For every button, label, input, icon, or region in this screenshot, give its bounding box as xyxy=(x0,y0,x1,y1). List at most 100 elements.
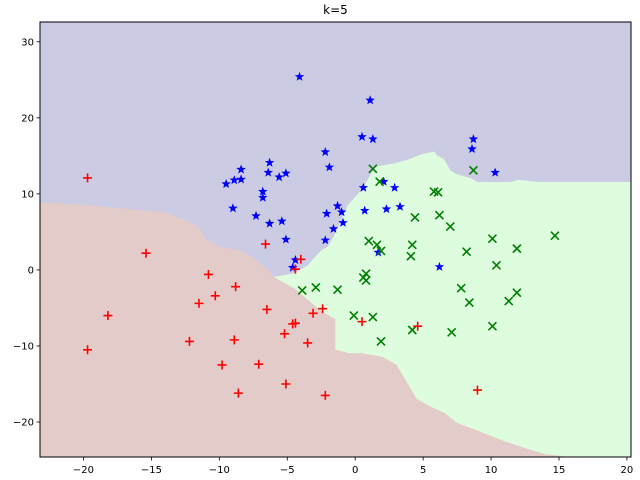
blue-star-point xyxy=(490,167,500,177)
x-tick-label: 0 xyxy=(352,465,358,476)
blue-star-point xyxy=(277,216,287,226)
green-x-point xyxy=(487,321,497,331)
green-x-point xyxy=(462,247,472,257)
x-tick-label: −10 xyxy=(209,465,230,476)
blue-star-point xyxy=(221,179,231,188)
red-plus-point xyxy=(203,269,213,279)
green-x-point xyxy=(368,312,378,322)
green-x-point xyxy=(368,164,378,174)
blue-star-point xyxy=(251,210,261,220)
y-axis: −20 −10 0 10 20 30 xyxy=(13,37,40,429)
x-tick-label: −15 xyxy=(141,465,162,476)
y-tick-label: 20 xyxy=(21,113,34,124)
red-plus-point xyxy=(233,388,243,398)
blue-star-point xyxy=(338,217,348,227)
blue-star-point xyxy=(320,235,331,245)
y-tick-label: 0 xyxy=(28,265,34,276)
x-axis: −20 −15 −10 −5 0 5 10 15 20 xyxy=(73,457,633,476)
red-plus-point xyxy=(141,248,151,258)
green-x-point xyxy=(456,283,466,293)
red-plus-point xyxy=(296,254,306,264)
green-x-point xyxy=(372,240,382,250)
red-plus-point xyxy=(210,291,220,301)
blue-star-point xyxy=(236,164,246,174)
green-x-point xyxy=(364,236,374,246)
blue-star-point xyxy=(264,218,275,228)
blue-star-point xyxy=(320,147,331,157)
red-plus-point xyxy=(357,317,367,327)
red-plus-point xyxy=(281,379,291,389)
green-x-point xyxy=(512,244,522,254)
red-plus-point xyxy=(83,345,93,355)
red-plus-point xyxy=(303,338,313,348)
green-x-point xyxy=(512,288,522,298)
green-x-point xyxy=(406,251,416,261)
x-tick-label: 10 xyxy=(485,465,498,476)
chart-title: k=5 xyxy=(323,3,348,17)
red-plus-point xyxy=(231,282,241,292)
green-x-point xyxy=(358,272,368,283)
red-plus-point xyxy=(184,336,194,346)
x-tick-label: −5 xyxy=(280,465,295,476)
green-x-point xyxy=(376,246,386,256)
green-x-point xyxy=(487,234,497,244)
red-plus-point xyxy=(320,390,330,400)
blue-star-point xyxy=(395,201,405,211)
green-x-point xyxy=(468,165,478,175)
green-x-point xyxy=(410,212,420,223)
blue-star-point xyxy=(287,262,298,272)
blue-star-point xyxy=(336,207,347,217)
red-plus-point xyxy=(413,321,423,331)
green-x-point xyxy=(491,260,502,270)
red-plus-point xyxy=(290,264,300,274)
plot-area xyxy=(39,21,632,458)
blue-star-point xyxy=(236,174,246,184)
red-plus-point xyxy=(290,318,300,328)
y-tick-label: 10 xyxy=(21,189,34,200)
blue-star-point xyxy=(434,261,445,271)
green-x-point xyxy=(376,336,386,346)
green-x-point xyxy=(407,240,417,250)
blue-star-point xyxy=(360,205,370,215)
x-tick-label: 15 xyxy=(553,465,566,476)
green-x-point xyxy=(349,310,359,321)
plot-frame xyxy=(39,21,632,458)
decision-regions xyxy=(40,22,631,457)
red-plus-point xyxy=(318,304,328,314)
red-plus-point xyxy=(103,311,113,321)
blue-star-point xyxy=(228,203,238,213)
blue-star-point xyxy=(379,176,389,186)
red-plus-point xyxy=(472,385,482,395)
blue-star-point xyxy=(274,172,284,182)
red-plus-point xyxy=(308,308,318,318)
blue-star-point xyxy=(324,162,335,172)
green-x-point xyxy=(434,210,444,220)
blue-star-point xyxy=(389,182,400,192)
green-x-point xyxy=(504,296,514,306)
blue-star-point xyxy=(229,175,239,185)
green-x-point xyxy=(332,285,343,295)
x-tick-label: 20 xyxy=(621,465,634,476)
green-x-point xyxy=(375,177,385,187)
blue-star-point xyxy=(358,182,369,192)
red-plus-point xyxy=(262,304,272,314)
blue-star-point xyxy=(294,71,305,81)
blue-star-point xyxy=(373,247,384,257)
blue-star-point xyxy=(328,223,339,233)
blue-star-point xyxy=(264,157,275,167)
y-tick-label: −10 xyxy=(13,341,34,352)
blue-star-point xyxy=(290,255,301,265)
y-tick-label: 30 xyxy=(21,37,34,48)
green-x-point xyxy=(407,325,417,335)
blue-star-point xyxy=(467,144,477,153)
green-x-point xyxy=(464,298,474,308)
green-x-point xyxy=(433,187,443,197)
blue-star-point xyxy=(357,131,367,141)
blue-star-point xyxy=(468,134,479,144)
red-plus-point xyxy=(261,239,271,249)
blue-star-point xyxy=(368,134,378,144)
blue-star-point xyxy=(365,95,375,105)
blue-star-point xyxy=(258,192,268,202)
red-plus-point xyxy=(83,173,93,183)
